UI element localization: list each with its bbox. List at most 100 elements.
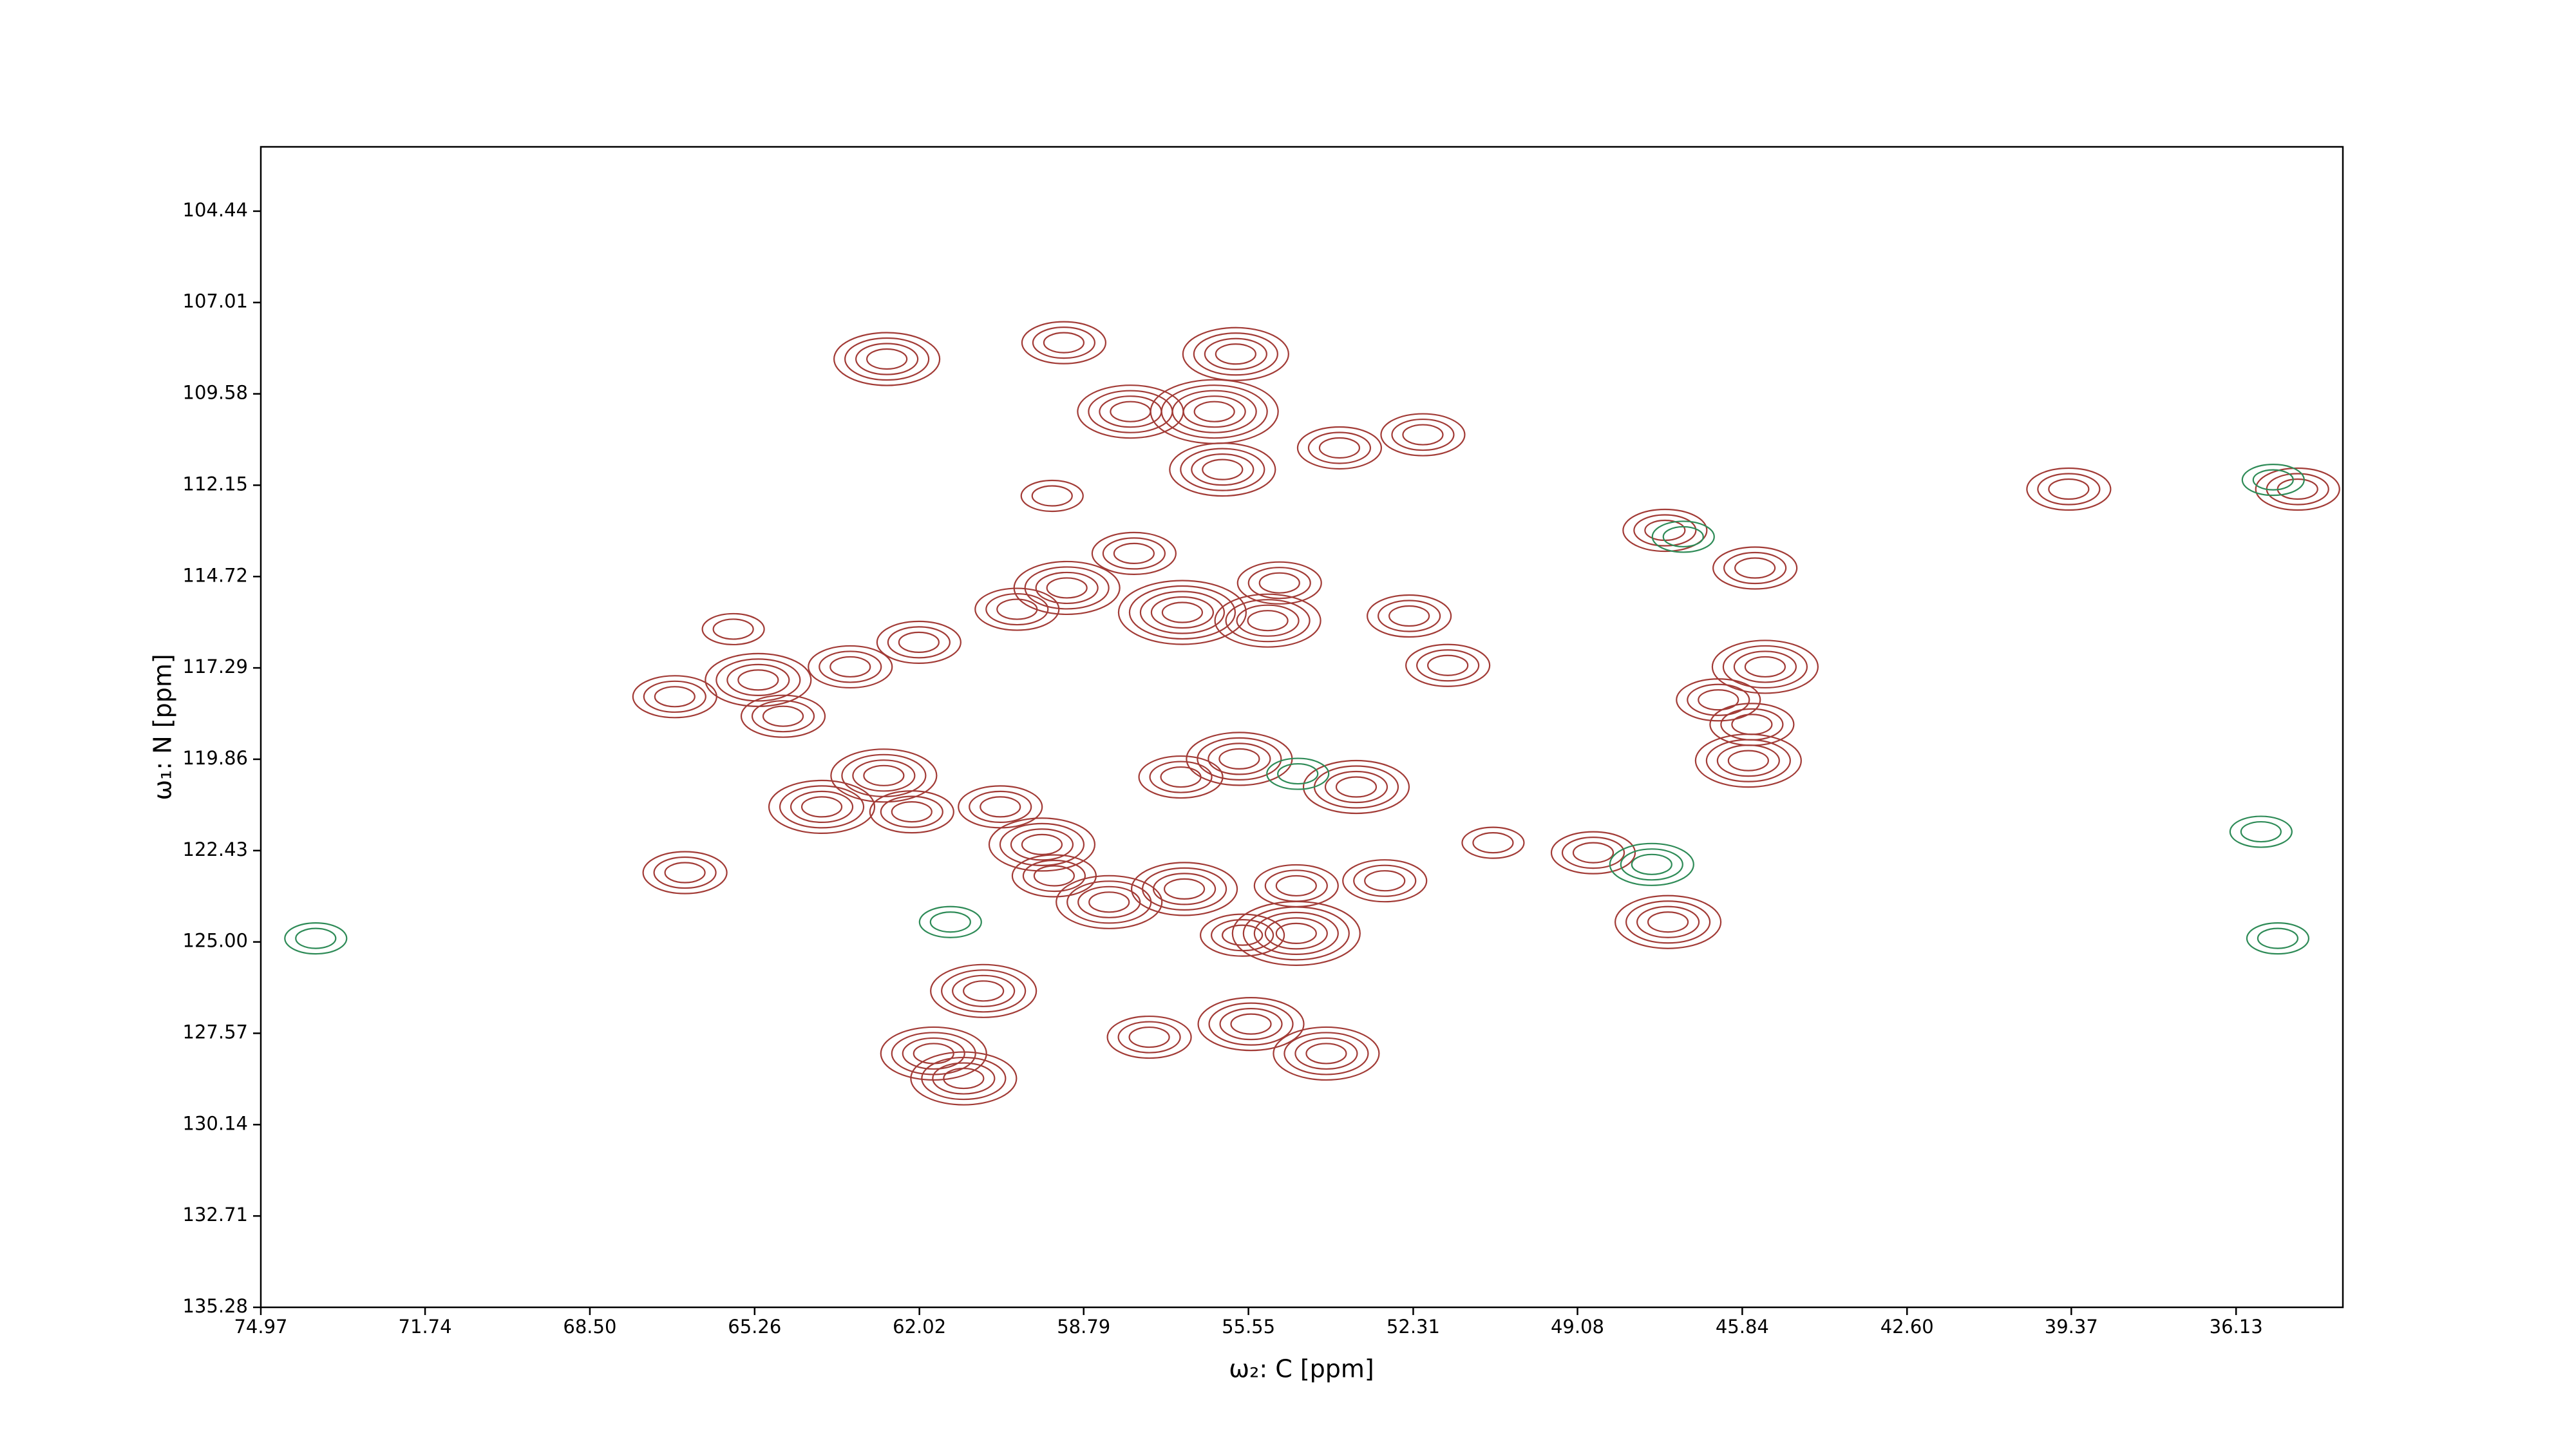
contour-level [898, 631, 940, 653]
contour-level [1141, 867, 1227, 911]
contour-level [1222, 924, 1264, 946]
y-tick-label: 109.58 [183, 382, 248, 404]
contour-level [642, 851, 728, 895]
contour-level [855, 343, 919, 375]
x-tick-label: 62.02 [893, 1316, 946, 1338]
contour-level [1242, 906, 1350, 961]
contour-level [952, 974, 1016, 1007]
contour-level [1215, 343, 1256, 365]
contour-level [1723, 551, 1787, 585]
x-tick-label: 36.13 [2210, 1316, 2263, 1338]
contour-level [1266, 757, 1330, 790]
contour-level [1091, 531, 1177, 575]
contour-level [1572, 842, 1615, 864]
contour-level [1694, 734, 1802, 788]
contour-level [1264, 917, 1328, 950]
contour-level [880, 1026, 987, 1081]
contour-level [1033, 865, 1075, 887]
x-tick-label: 45.84 [1716, 1316, 1769, 1338]
contour-level [1149, 761, 1213, 793]
contour-level [1388, 605, 1430, 627]
contour-level [1024, 566, 1110, 610]
contour-level [1150, 379, 1279, 444]
contour-level [1625, 900, 1711, 944]
contour-level [1324, 770, 1388, 804]
y-tick-label: 114.72 [183, 564, 248, 586]
contour-level [1631, 853, 1672, 875]
contour-level [1113, 542, 1155, 564]
contour-level [1734, 557, 1776, 579]
contour-level [701, 612, 765, 646]
contour-level [1294, 1037, 1358, 1070]
x-tick-label: 52.31 [1387, 1316, 1440, 1338]
contour-level [1208, 743, 1271, 775]
contour-level [921, 1056, 1007, 1101]
contour-level [1102, 537, 1166, 570]
contour-level [2246, 922, 2310, 955]
y-tick-label: 135.28 [183, 1295, 248, 1317]
contour-level [1225, 599, 1311, 643]
contour-level [1088, 891, 1130, 913]
contour-level [1296, 426, 1383, 470]
contour-level [1200, 913, 1285, 957]
contour-level [932, 1062, 996, 1095]
y-tick-label: 112.15 [183, 473, 248, 495]
contour-level [1744, 656, 1786, 678]
contour-level [1472, 832, 1514, 854]
contour-level [653, 856, 717, 889]
contour-level [2257, 927, 2299, 949]
contour-level [800, 796, 843, 818]
contour-level [1550, 831, 1636, 875]
contour-level [1731, 714, 1773, 735]
contour-level [1204, 337, 1267, 370]
contour-level [963, 980, 1005, 1002]
contour-level [1117, 1021, 1181, 1054]
contour-level [902, 1037, 965, 1070]
contour-level [1211, 919, 1274, 952]
x-tick-label: 39.37 [2045, 1316, 2098, 1338]
contour-level [1391, 418, 1455, 451]
contour-level [1342, 859, 1428, 903]
contour-level [1021, 833, 1063, 856]
contour-level [988, 817, 1096, 872]
contour-level [1010, 828, 1074, 861]
contour-level [779, 785, 865, 829]
contour-level [1275, 875, 1317, 897]
contour-level [1427, 654, 1469, 676]
contour-level [1264, 869, 1328, 902]
contour-level [1380, 413, 1466, 457]
contour-level [1021, 321, 1107, 365]
contour-level [1163, 878, 1206, 900]
contour-level [869, 790, 954, 834]
contour-level [1088, 390, 1173, 433]
contour-level [1367, 594, 1452, 638]
contour-level [2048, 478, 2090, 500]
contour-level [643, 680, 706, 713]
contour-level [1031, 485, 1073, 507]
y-tick-label: 117.29 [183, 656, 248, 677]
contour-level [1698, 689, 1739, 711]
contour-level [1182, 395, 1246, 428]
contour-level [1318, 437, 1361, 459]
contour-level [1169, 442, 1276, 497]
contour-level [2229, 815, 2293, 848]
contour-level [1275, 922, 1317, 944]
contour-level [852, 759, 916, 792]
contour-level [1160, 766, 1202, 788]
contour-level [918, 905, 982, 938]
plot-frame [260, 146, 2344, 1309]
y-axis-title: ω₁: N [ppm] [149, 654, 177, 800]
contour-level [1614, 895, 1722, 949]
contour-level [1032, 327, 1096, 359]
contour-level [1402, 424, 1444, 446]
contour-level [880, 795, 943, 828]
contour-level [1283, 1032, 1369, 1075]
contour-level [1138, 755, 1224, 799]
contour-level [1364, 870, 1406, 892]
contour-level [1182, 327, 1289, 381]
contour-level [1273, 1026, 1380, 1081]
contour-level [999, 822, 1085, 867]
contour-level [1214, 593, 1321, 648]
contour-level [1056, 875, 1163, 929]
